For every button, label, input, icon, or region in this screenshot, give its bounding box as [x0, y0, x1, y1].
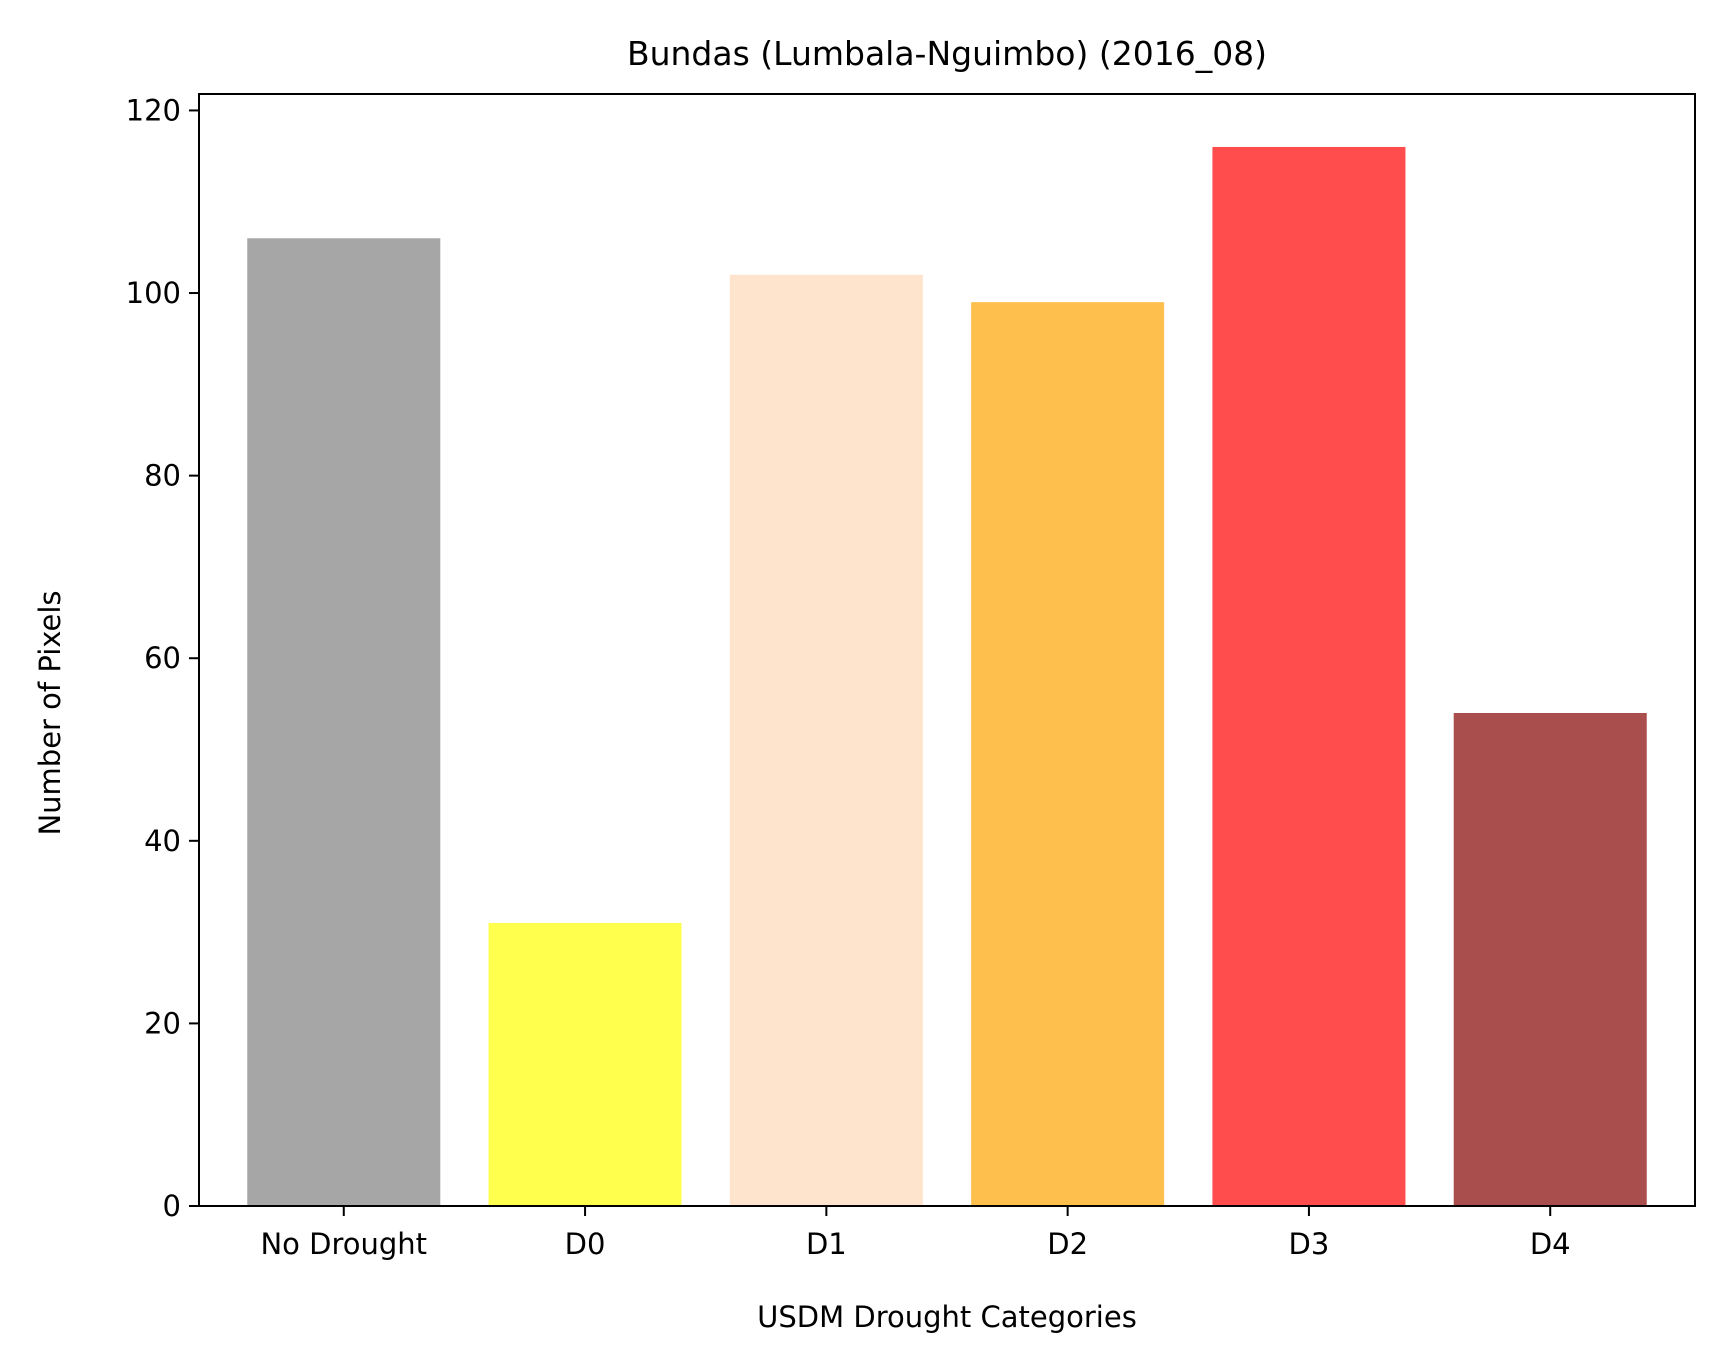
- y-tick-label: 20: [144, 1006, 181, 1040]
- bars-group: [247, 146, 1647, 1207]
- x-tick-label: No Drought: [260, 1227, 427, 1261]
- y-tick-label: 120: [126, 93, 181, 127]
- y-tick-label: 40: [144, 824, 181, 858]
- x-tick-label: D1: [806, 1227, 847, 1261]
- bar-d3: [1212, 146, 1406, 1206]
- y-tick-label: 80: [144, 459, 181, 493]
- x-tick-label: D0: [565, 1227, 606, 1261]
- bar-d1: [729, 274, 923, 1207]
- bar-no-drought: [247, 238, 441, 1207]
- x-tick-label: D2: [1047, 1227, 1088, 1261]
- bar-d0: [488, 922, 682, 1206]
- plot-frame: [198, 93, 1696, 1207]
- bar-d2: [971, 302, 1165, 1207]
- x-axis-label: USDM Drought Categories: [757, 1300, 1137, 1334]
- bar-d4: [1453, 712, 1647, 1206]
- x-axis-ticks: No Drought D0 D1 D2 D3 D4: [260, 1206, 1571, 1261]
- y-tick-label: 100: [126, 276, 181, 310]
- x-tick-label: D3: [1289, 1227, 1330, 1261]
- y-tick-label: 0: [163, 1189, 181, 1223]
- y-axis-label: Number of Pixels: [33, 590, 67, 835]
- chart-title: Bundas (Lumbala-Nguimbo) (2016_08): [627, 34, 1267, 73]
- y-tick-label: 60: [144, 641, 181, 675]
- y-axis-ticks: 0 20 40 60 80 100 120: [126, 93, 199, 1223]
- x-tick-label: D4: [1530, 1227, 1571, 1261]
